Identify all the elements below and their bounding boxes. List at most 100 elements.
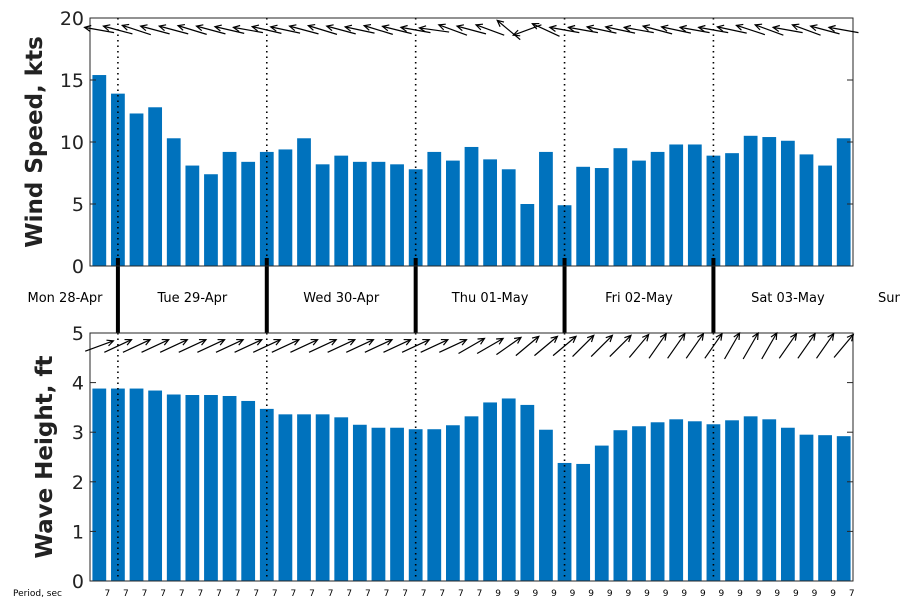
wind-arrow-head-39 (809, 24, 818, 32)
period-value: 7 (849, 589, 855, 599)
wind-arrow-head-10 (269, 24, 278, 32)
wave-arrow-head-36 (770, 331, 778, 341)
wave-bar-16 (390, 427, 404, 581)
wind-direction-arrow-7 (214, 26, 245, 34)
wave-ytick-label: 5 (72, 323, 84, 345)
wind-arrow-head-20 (455, 24, 464, 32)
wind-direction-arrow-11 (289, 25, 319, 35)
period-value: 9 (719, 589, 725, 599)
wind-bar-15 (371, 161, 386, 266)
period-value: 9 (514, 589, 520, 599)
wind-bar-3 (148, 107, 163, 266)
wind-direction-arrow-33 (698, 26, 729, 34)
wind-bar-12 (315, 164, 330, 266)
wind-arrow-head-37 (771, 24, 780, 32)
wave-height-axis-label: Wave Height, ft (32, 356, 58, 559)
wave-direction-arrow-10 (271, 339, 300, 353)
wind-arrow-head-33 (697, 24, 706, 32)
wave-direction-arrow-20 (458, 337, 485, 355)
wave-arrow-head-13 (347, 338, 357, 346)
wave-direction-arrow-11 (290, 339, 318, 353)
period-value: 9 (626, 589, 632, 599)
wind-arrow-head-0 (83, 24, 92, 32)
wind-bar-27 (594, 168, 609, 266)
wave-bar-36 (762, 419, 777, 581)
wave-direction-arrow-30 (648, 333, 667, 359)
wave-bar-24 (539, 429, 553, 581)
wind-speed-axis-label: Wind Speed, kts (22, 36, 48, 248)
wind-direction-arrow-15 (363, 25, 393, 35)
wind-bar-13 (334, 155, 349, 266)
period-value: 9 (756, 589, 762, 599)
wave-bar-1 (111, 388, 125, 581)
period-value: 9 (681, 589, 687, 599)
wind-arrow-head-2 (120, 23, 130, 31)
wave-arrow-head-3 (161, 338, 170, 346)
wind-arrow-head-16 (381, 24, 390, 32)
wind-direction-arrow-16 (382, 25, 412, 35)
wind-bar-4 (166, 138, 181, 266)
wave-direction-arrow-33 (704, 333, 723, 359)
wind-arrow-head-35 (735, 23, 744, 31)
wave-bar-0 (92, 388, 107, 581)
wind-bar-1 (111, 93, 125, 266)
wave-direction-arrow-4 (159, 339, 188, 353)
wave-arrow-head-12 (329, 338, 338, 346)
wave-direction-arrow-0 (85, 340, 114, 352)
wind-bar-2 (129, 113, 144, 266)
wind-direction-arrow-35 (736, 24, 766, 36)
period-value: 7 (328, 589, 334, 599)
wave-direction-arrow-32 (685, 333, 704, 359)
wave-direction-arrow-3 (141, 339, 169, 353)
period-value: 7 (142, 589, 148, 599)
wave-arrow-head-25 (569, 335, 578, 343)
wind-bar-30 (650, 151, 665, 266)
wave-bar-18 (427, 429, 442, 581)
wave-bar-39 (818, 435, 832, 581)
wind-direction-arrow-12 (308, 25, 338, 35)
period-value: 7 (402, 589, 408, 599)
period-value: 7 (477, 589, 483, 599)
period-row: 7 7 7 7 7 7 7 7 7 7 7 7 7 7 7 7 7 7 7 7 7 9 9 9 9 9 9 9 9 9 9 9 9 9 9 9 9 9 9 9… (104, 589, 854, 599)
wind-arrow-head-36 (753, 23, 763, 31)
period-value: 9 (570, 589, 576, 599)
wave-arrow-head-6 (217, 338, 226, 346)
wave-height-bars (92, 388, 851, 581)
period-value: 9 (551, 589, 557, 599)
wave-direction-arrow-19 (439, 339, 467, 353)
wave-arrow-head-28 (624, 334, 632, 343)
wave-direction-arrow-12 (308, 339, 337, 353)
wind-arrow-head-32 (678, 24, 687, 32)
wind-arrow-head-3 (139, 24, 148, 32)
period-value: 9 (737, 589, 743, 599)
wind-direction-arrow-24 (532, 23, 560, 37)
wind-direction-arrow-37 (772, 26, 803, 34)
wave-arrow-head-8 (254, 338, 264, 346)
day-label: Fri 02-May (605, 291, 673, 306)
wave-direction-arrow-31 (667, 333, 686, 359)
wind-direction-arrow-34 (717, 26, 747, 34)
wave-axes-frame (89, 332, 854, 582)
wind-ytick-label: 10 (60, 132, 84, 154)
wind-bar-31 (669, 144, 684, 266)
wind-bar-37 (780, 140, 795, 266)
wind-arrow-head-12 (306, 23, 316, 31)
wave-bar-8 (241, 400, 256, 581)
wave-arrow-head-7 (236, 338, 245, 346)
wave-bar-17 (408, 429, 423, 581)
wind-direction-arrow-22 (496, 19, 521, 41)
wave-bar-22 (501, 398, 516, 581)
wind-bar-20 (464, 146, 479, 266)
wind-bar-0 (92, 75, 107, 266)
wave-arrow-head-22 (514, 336, 523, 344)
wave-direction-arrow-13 (327, 339, 356, 353)
period-value: 7 (216, 589, 222, 599)
wave-arrow-head-2 (143, 338, 152, 346)
wind-bar-36 (762, 137, 777, 266)
wind-direction-arrow-25 (549, 26, 580, 34)
wave-direction-arrow-15 (364, 339, 393, 353)
wind-arrow-head-29 (622, 24, 632, 32)
wind-direction-arrow-40 (828, 26, 859, 34)
wind-bar-24 (539, 151, 553, 266)
